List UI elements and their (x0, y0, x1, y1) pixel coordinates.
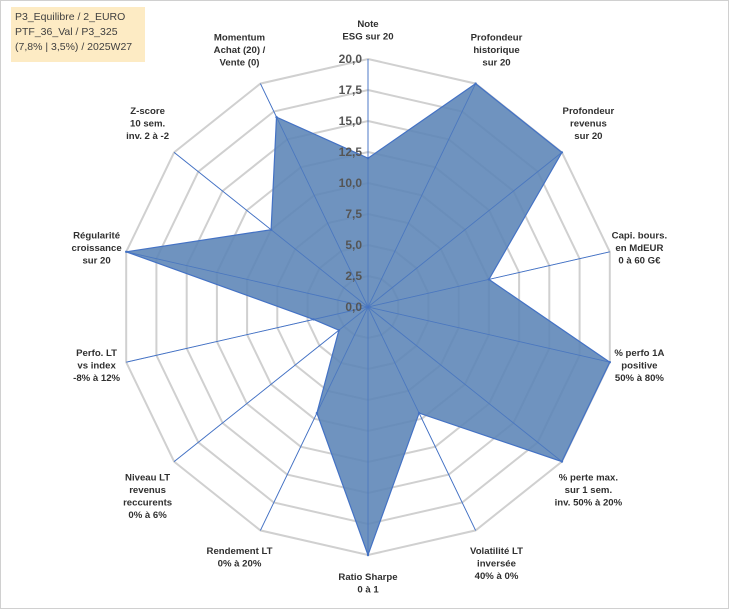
axis-label-6: % perte max. sur 1 sem. inv. 50% à 20% (555, 473, 623, 509)
tick-label: 7,5 (345, 207, 362, 221)
tick-label: 17,5 (339, 83, 363, 97)
axis-label-2: Profondeur historique sur 20 (471, 33, 523, 69)
tick-label: 15,0 (339, 114, 363, 128)
axis-label-8: Ratio Sharpe 0 à 1 (338, 572, 397, 596)
info-line-3: (7,8% | 3,5%) / 2025W27 (15, 41, 133, 53)
data-point-2 (474, 82, 477, 85)
spoke-overlay-5 (367, 306, 610, 363)
spoke-overlay-7 (367, 306, 476, 531)
data-point-13 (269, 228, 273, 231)
axis-label-9: Rendement LT 0% à 20% (207, 546, 273, 570)
axis-label-13: Z-score 10 sem. inv. 2 à -2 (126, 106, 169, 142)
tick-label: 20,0 (339, 52, 363, 66)
data-point-9 (315, 411, 319, 415)
tick-label: 10,0 (339, 176, 363, 190)
data-point-4 (487, 278, 491, 281)
data-point-10 (337, 329, 341, 332)
axis-label-14: Momentum Achat (20) / Vente (0) (214, 33, 266, 69)
axis-label-3: Profondeur revenus sur 20 (563, 106, 615, 142)
spoke-overlay-14 (260, 83, 369, 308)
axis-label-12: Régularité croissance sur 20 (72, 231, 122, 267)
info-box: P3_Equilibre / 2_EURO PTF_36_Val / P3_32… (11, 7, 145, 62)
data-point-12 (125, 250, 128, 253)
tick-label: 2,5 (345, 269, 362, 283)
data-point-6 (560, 460, 564, 463)
axis-label-7: Volatilité LT inversée 40% à 0% (470, 546, 523, 582)
data-point-3 (560, 151, 564, 154)
tick-label: 0,0 (345, 300, 362, 314)
axis-label-5: % perfo 1A positive 50% à 80% (614, 348, 664, 384)
spoke-overlay-9 (260, 306, 369, 531)
data-point-11 (312, 318, 315, 321)
spoke-overlay-11 (126, 306, 369, 363)
spoke-overlay-10 (173, 306, 369, 462)
data-point-7 (417, 411, 421, 415)
spoke-overlay-2 (367, 83, 476, 308)
data-point-14 (275, 115, 278, 119)
data-point-5 (608, 361, 611, 364)
data-point-8 (366, 553, 370, 557)
info-line-1: P3_Equilibre / 2_EURO (15, 11, 126, 23)
spoke-overlay-12 (126, 251, 369, 308)
data-point-1 (366, 157, 370, 160)
info-line-2: PTF_36_Val / P3_325 (15, 26, 118, 38)
axis-label-11: Perfo. LT vs index -8% à 12% (73, 348, 120, 384)
axis-label-4: Capi. bours. en MdEUR 0 à 60 G€ (612, 231, 667, 267)
axis-label-1: Note ESG sur 20 (342, 19, 393, 43)
tick-label: 5,0 (345, 238, 362, 252)
axis-label-10: Niveau LT revenus reccurents 0% à 6% (123, 473, 172, 521)
spoke-overlay-3 (367, 152, 563, 308)
tick-label: 12,5 (339, 145, 363, 159)
spoke-overlay-6 (367, 306, 563, 462)
